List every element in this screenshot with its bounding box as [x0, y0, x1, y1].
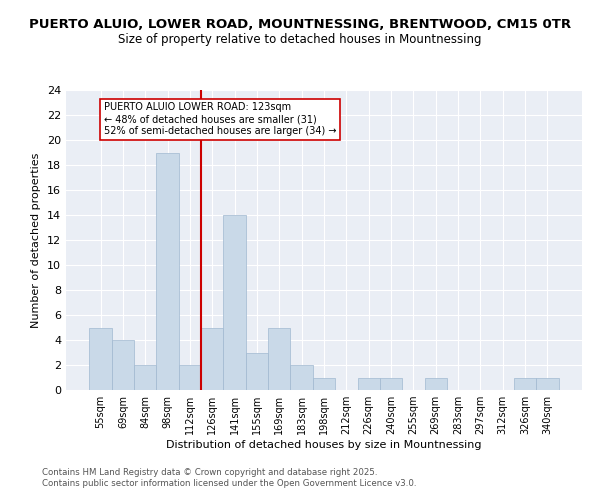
Y-axis label: Number of detached properties: Number of detached properties: [31, 152, 41, 328]
Bar: [268, 328, 290, 390]
Text: PUERTO ALUIO LOWER ROAD: 123sqm
← 48% of detached houses are smaller (31)
52% of: PUERTO ALUIO LOWER ROAD: 123sqm ← 48% of…: [104, 102, 337, 136]
Text: Size of property relative to detached houses in Mountnessing: Size of property relative to detached ho…: [118, 32, 482, 46]
X-axis label: Distribution of detached houses by size in Mountnessing: Distribution of detached houses by size …: [166, 440, 482, 450]
Bar: [134, 365, 157, 390]
Bar: [246, 352, 268, 390]
Bar: [179, 365, 201, 390]
Bar: [201, 328, 223, 390]
Bar: [358, 378, 380, 390]
Bar: [313, 378, 335, 390]
Text: PUERTO ALUIO, LOWER ROAD, MOUNTNESSING, BRENTWOOD, CM15 0TR: PUERTO ALUIO, LOWER ROAD, MOUNTNESSING, …: [29, 18, 571, 30]
Text: Contains HM Land Registry data © Crown copyright and database right 2025.
Contai: Contains HM Land Registry data © Crown c…: [42, 468, 416, 487]
Bar: [290, 365, 313, 390]
Bar: [223, 215, 246, 390]
Bar: [425, 378, 447, 390]
Bar: [380, 378, 402, 390]
Bar: [112, 340, 134, 390]
Bar: [536, 378, 559, 390]
Bar: [514, 378, 536, 390]
Bar: [89, 328, 112, 390]
Bar: [157, 152, 179, 390]
